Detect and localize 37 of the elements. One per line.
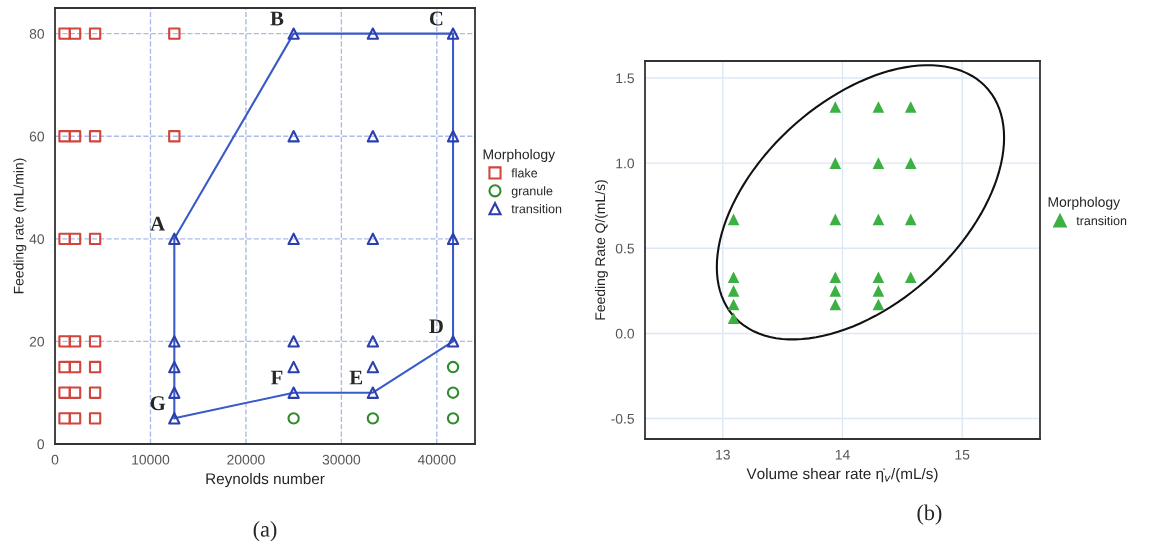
y-tick-label: 0.5 — [615, 243, 634, 254]
y-axis-title: Feeding rate (mL/min) — [13, 158, 27, 294]
y-tick-label: 40 — [29, 234, 45, 244]
x-tick-label: 30000 — [322, 454, 361, 465]
annotation: F — [270, 370, 283, 385]
y-tick-label: 0 — [37, 439, 45, 450]
x-axis-title: Volume shear rate η̇$_{v}$/(mL/s) — [746, 467, 938, 483]
annotation: D — [429, 319, 443, 334]
annotation: E — [349, 370, 363, 385]
annotation: C — [429, 11, 443, 26]
x-axis-title: Reynolds number — [206, 472, 325, 488]
y-tick-label: 80 — [29, 28, 45, 39]
x-tick-label: 15 — [955, 449, 970, 460]
text: (b) — [917, 504, 942, 525]
legend-label: granule — [511, 186, 553, 198]
x-tick-label: 13 — [716, 449, 730, 460]
y-tick-label: 20 — [29, 336, 45, 347]
annotation: G — [150, 396, 166, 411]
legend-title: Morphology — [483, 149, 556, 163]
y-tick-label: 60 — [29, 131, 45, 142]
x-tick-label: 0 — [51, 454, 59, 465]
x-tick-label: 14 — [835, 449, 850, 460]
annotation: A — [150, 216, 166, 231]
x-tick-label: 20000 — [227, 454, 265, 465]
y-axis-title: Feeding Rate Q/(mL/s) — [594, 180, 608, 320]
x-tick-label: 40000 — [417, 454, 456, 465]
legend-label: transition — [1076, 215, 1127, 226]
y-tick-label: 1.0 — [616, 158, 635, 169]
x-tick-label: 10000 — [132, 454, 170, 465]
y-tick-label: 1.5 — [616, 73, 634, 84]
legend-title: Morphology — [1048, 196, 1121, 210]
text: (a) — [253, 521, 277, 541]
legend-label: transition — [511, 204, 562, 214]
y-tick-label: -0.5 — [611, 413, 634, 424]
legend-label: flake — [511, 168, 538, 178]
annotation: B — [270, 11, 284, 26]
y-tick-label: 0.0 — [615, 328, 635, 339]
